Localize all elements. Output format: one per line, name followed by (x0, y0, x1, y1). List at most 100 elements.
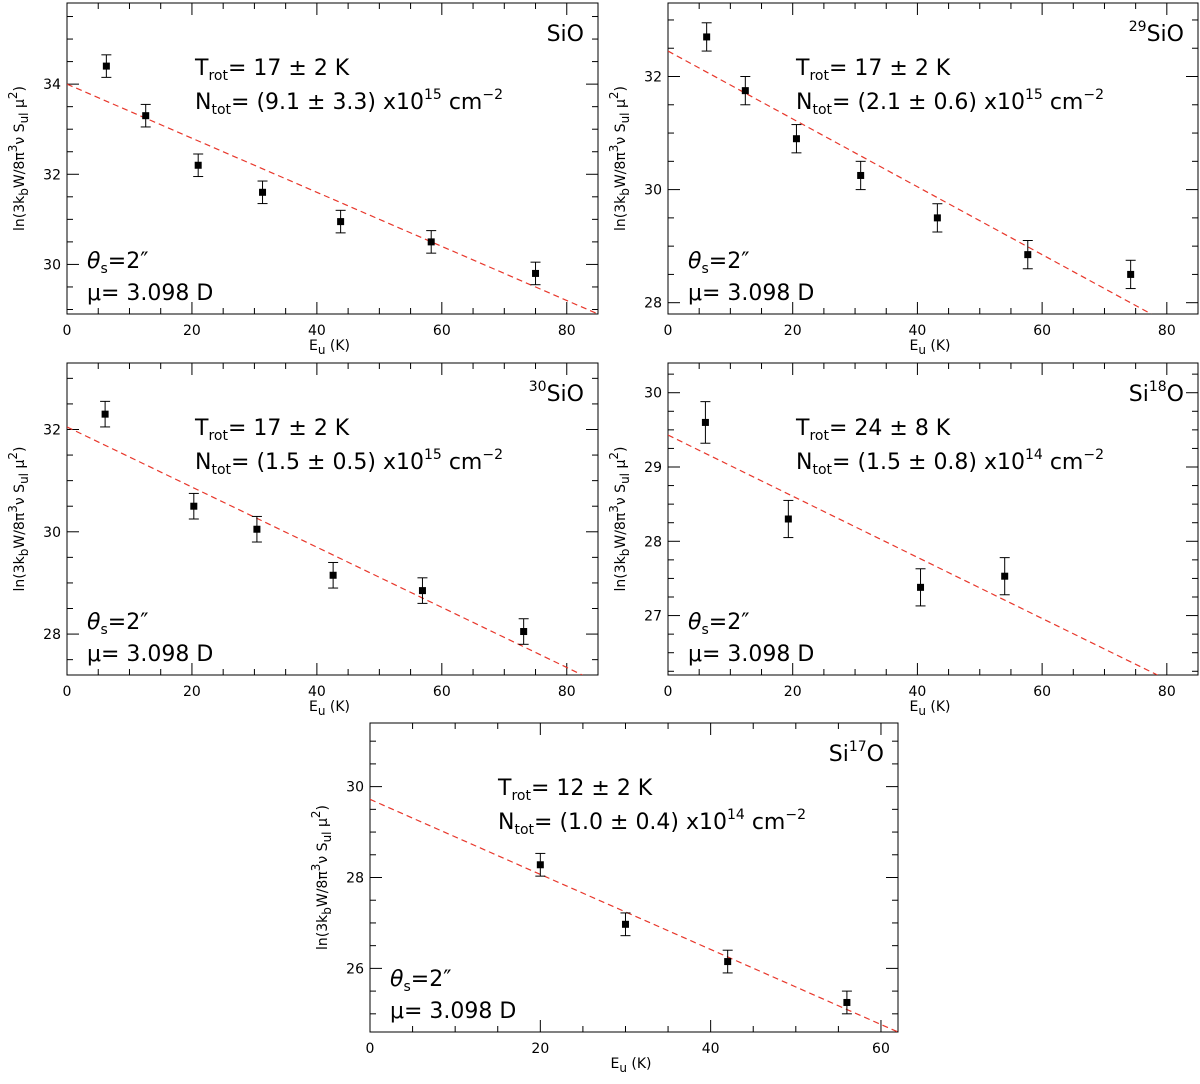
trot-pm: ± (281, 416, 313, 441)
theta-symbol: θ (87, 610, 101, 635)
trot-error: 2 (617, 776, 631, 801)
y-tick-label: 32 (43, 167, 61, 183)
trot-subscript: rot (809, 428, 829, 444)
data-point (194, 161, 202, 169)
ntot-value: = (9.1 (231, 90, 300, 115)
x-tick-label: 0 (664, 323, 673, 339)
species-label: 29SiO (1129, 19, 1184, 47)
data-point (337, 218, 345, 226)
y-label-part: ) (315, 805, 331, 810)
x-tick-label: 60 (872, 1041, 890, 1057)
x-tick-label: 60 (433, 323, 451, 339)
data-point (724, 958, 732, 966)
plot-frame (667, 362, 1199, 676)
theta-subscript: s (701, 261, 708, 277)
trot-error: 2 (915, 56, 929, 81)
y-label-sup: 2 (309, 810, 323, 818)
trot-error: 2 (314, 56, 328, 81)
ntot-symbol: N (195, 450, 211, 475)
fit-line (668, 434, 1158, 675)
x-label-symbol: E (309, 338, 318, 354)
plot-frame (66, 362, 599, 676)
x-label-subscript: u (918, 343, 926, 357)
x-tick-label: 60 (1033, 684, 1051, 700)
ntot-subscript: tot (211, 462, 231, 478)
x-label-symbol: E (610, 1056, 619, 1072)
ntot-unit-exponent: −2 (482, 87, 503, 103)
y-tick-label: 30 (346, 780, 364, 796)
theta-symbol: θ (688, 249, 702, 274)
x-label-subscript: u (318, 704, 326, 718)
y-tick-label: 28 (43, 627, 61, 643)
y-label-sub: b (17, 549, 31, 557)
y-label-sup: 2 (6, 91, 20, 99)
y-label-sub: ul (618, 473, 632, 484)
data-point (857, 171, 865, 179)
species-suffix: O (1167, 382, 1184, 407)
dipole-moment-label: μ= 3.098 D (688, 642, 814, 667)
x-tick-label: 60 (433, 684, 451, 700)
data-point (703, 33, 711, 41)
x-label-symbol: E (309, 699, 318, 715)
theta-value: =2″ (108, 610, 149, 635)
ntot-value: = (1.5 (231, 450, 300, 475)
theta-subscript: s (701, 622, 708, 638)
x-axis-label: Eu (K) (610, 1056, 651, 1075)
trot-annotation: Trot= 17 ± 2 K (194, 416, 350, 444)
trot-symbol: T (497, 776, 512, 801)
species-isotope: 29 (1129, 19, 1147, 35)
y-label-sup: 3 (607, 145, 621, 153)
trot-value: = 17 (228, 56, 281, 81)
trot-unit: K (929, 56, 951, 81)
beam-size-label: θs=2″ (688, 610, 749, 638)
y-label-sup: 3 (309, 864, 323, 872)
y-label-sup: 2 (607, 91, 621, 99)
y-label-sub: b (618, 188, 632, 196)
y-tick-label: 26 (346, 961, 364, 977)
y-tick-label: 32 (43, 422, 61, 438)
x-tick-label: 20 (784, 323, 802, 339)
x-axis-label: Eu (K) (309, 699, 350, 718)
x-tick-label: 40 (308, 323, 326, 339)
y-label-sup: 2 (6, 452, 20, 460)
ntot-exponent: 14 (1025, 447, 1043, 463)
trot-annotation: Trot= 24 ± 8 K (795, 416, 951, 444)
y-label-part: W/8π (613, 512, 629, 548)
ntot-exponent: 15 (1025, 87, 1043, 103)
data-point (843, 998, 851, 1006)
trot-error: 8 (915, 416, 929, 441)
trot-value: = 17 (829, 56, 882, 81)
y-label-sub: ul (320, 831, 334, 842)
data-point (933, 214, 941, 222)
y-tick-label: 30 (43, 257, 61, 273)
ntot-annotation: Ntot= (2.1 ± 0.6) x1015 cm−2 (796, 87, 1104, 118)
trot-symbol: T (795, 56, 810, 81)
plot-frame (66, 2, 599, 315)
trot-value: = 24 (829, 416, 882, 441)
x-tick-label: 20 (531, 1041, 549, 1057)
data-point (1127, 270, 1135, 278)
x-axis-label: Eu (K) (309, 338, 350, 357)
ntot-unit-exponent: −2 (1083, 447, 1104, 463)
data-point (520, 628, 528, 636)
ntot-value: = (1.0 (534, 810, 603, 835)
plot-frame (667, 2, 1199, 315)
beam-size-label: θs=2″ (688, 249, 749, 277)
ntot-error: 0.4) x10 (635, 810, 727, 835)
x-tick-label: 80 (1158, 323, 1176, 339)
y-label-sub: ul (618, 112, 632, 123)
data-point (101, 410, 109, 418)
ntot-symbol: N (498, 810, 514, 835)
trot-symbol: T (194, 416, 209, 441)
fit-line (668, 50, 1152, 314)
x-tick-label: 40 (908, 684, 926, 700)
x-tick-label: 40 (702, 1041, 720, 1057)
ntot-exponent: 15 (424, 87, 442, 103)
data-point (917, 583, 925, 591)
y-label-part: ) (613, 446, 629, 451)
ntot-error: 0.5) x10 (332, 450, 424, 475)
species-isotope: 30 (529, 379, 547, 395)
fit-line (67, 83, 598, 314)
